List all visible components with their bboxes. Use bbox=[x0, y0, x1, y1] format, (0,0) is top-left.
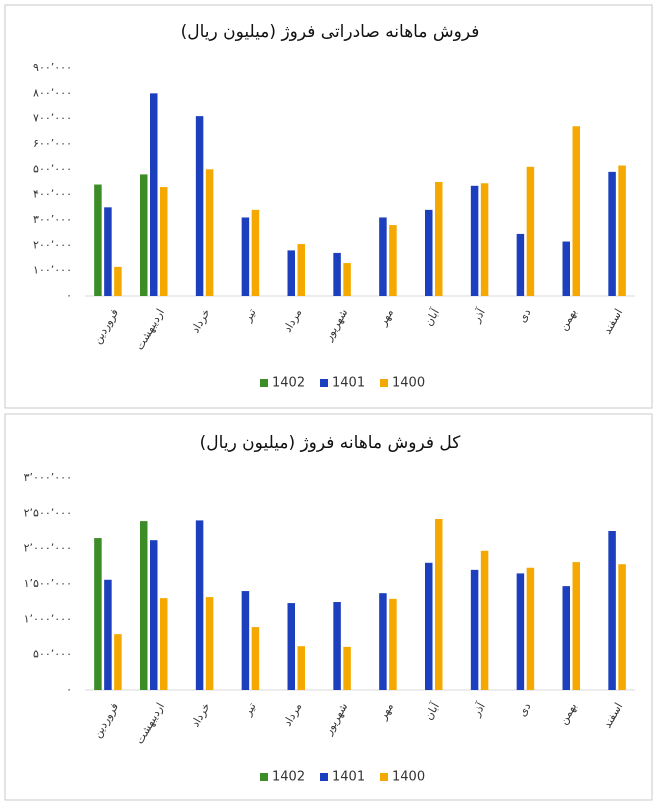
bar bbox=[389, 598, 397, 690]
y-tick-label: ۰ bbox=[66, 683, 72, 696]
x-tick-label: دی bbox=[516, 700, 534, 718]
x-tick-label: تیر bbox=[241, 307, 259, 325]
y-tick-label: ۲٬۰۰۰٬۰۰۰ bbox=[24, 542, 72, 555]
bar bbox=[140, 521, 148, 690]
bar bbox=[379, 593, 387, 690]
y-tick-label: ۷۰۰٬۰۰۰ bbox=[33, 112, 72, 125]
legend-swatch bbox=[320, 773, 328, 781]
bar bbox=[114, 266, 122, 296]
legend-label: 1401 bbox=[332, 376, 365, 391]
bar bbox=[94, 538, 102, 690]
chart-frame bbox=[4, 413, 653, 801]
y-tick-label: ۹۰۰٬۰۰۰ bbox=[33, 61, 72, 74]
bar bbox=[104, 579, 112, 690]
bar bbox=[251, 627, 260, 690]
legend-label: 1401 bbox=[332, 770, 365, 785]
bar bbox=[195, 520, 204, 690]
legend-swatch bbox=[260, 379, 268, 387]
bar bbox=[205, 169, 214, 296]
bar bbox=[516, 573, 525, 690]
legend-swatch bbox=[260, 773, 268, 781]
bar bbox=[333, 602, 341, 690]
y-tick-label: ۱٬۵۰۰٬۰۰۰ bbox=[24, 577, 72, 590]
bar bbox=[608, 171, 616, 296]
bar bbox=[94, 184, 102, 296]
chart-title: کل فروش ماهانه فروژ (میلیون ریال) bbox=[200, 433, 462, 453]
chart-title: فروش ماهانه صادراتی فروژ (میلیون ریال) bbox=[181, 22, 480, 42]
y-tick-label: ۱٬۰۰۰٬۰۰۰ bbox=[24, 612, 72, 625]
bar bbox=[251, 209, 260, 296]
bar bbox=[608, 531, 616, 690]
legend-swatch bbox=[380, 773, 388, 781]
y-tick-label: ۶۰۰٬۰۰۰ bbox=[33, 137, 72, 150]
bar bbox=[435, 518, 443, 690]
legend-label: 1400 bbox=[392, 770, 425, 785]
bar bbox=[516, 233, 525, 296]
bar bbox=[562, 241, 570, 296]
chart-frame bbox=[4, 4, 653, 409]
bar bbox=[343, 263, 351, 296]
bar bbox=[425, 562, 433, 690]
bar bbox=[150, 93, 158, 296]
y-tick-label: ۵۰۰٬۰۰۰ bbox=[33, 162, 72, 175]
bar bbox=[297, 244, 305, 296]
bar bbox=[618, 165, 626, 296]
bar bbox=[160, 598, 168, 690]
legend-label: 1400 bbox=[392, 376, 425, 391]
legend-swatch bbox=[380, 379, 388, 387]
y-tick-label: ۳۰۰٬۰۰۰ bbox=[33, 213, 72, 226]
bar bbox=[480, 550, 489, 690]
bar bbox=[333, 252, 341, 296]
y-tick-label: ۸۰۰٬۰۰۰ bbox=[33, 86, 72, 99]
bar bbox=[526, 166, 535, 296]
bar bbox=[389, 225, 397, 296]
bar bbox=[241, 217, 250, 296]
x-tick-label: تیر bbox=[241, 701, 259, 719]
bar bbox=[572, 562, 580, 690]
bar bbox=[572, 126, 580, 297]
legend-label: 1402 bbox=[272, 770, 305, 785]
y-tick-label: ۵۰۰٬۰۰۰ bbox=[33, 648, 72, 661]
bar bbox=[241, 591, 250, 690]
bar bbox=[104, 207, 112, 296]
bar bbox=[297, 646, 305, 690]
bar bbox=[618, 564, 626, 690]
bar bbox=[526, 567, 535, 690]
bar bbox=[343, 646, 351, 690]
bar bbox=[470, 569, 479, 690]
y-tick-label: ۳٬۰۰۰٬۰۰۰ bbox=[24, 471, 72, 484]
bar bbox=[379, 217, 387, 296]
x-tick-label: دی bbox=[516, 306, 534, 324]
bar bbox=[562, 586, 570, 690]
y-tick-label: ۲٬۵۰۰٬۰۰۰ bbox=[24, 506, 72, 519]
legend-swatch bbox=[320, 379, 328, 387]
bar bbox=[287, 603, 295, 690]
bar bbox=[470, 185, 479, 296]
bar bbox=[205, 597, 214, 690]
bar bbox=[160, 187, 168, 296]
bar bbox=[150, 540, 158, 690]
y-tick-label: ۱۰۰٬۰۰۰ bbox=[33, 264, 72, 277]
bar bbox=[114, 634, 122, 690]
bar bbox=[287, 250, 295, 296]
y-tick-label: ۲۰۰٬۰۰۰ bbox=[33, 238, 72, 251]
bar bbox=[480, 183, 489, 296]
legend-label: 1402 bbox=[272, 376, 305, 391]
bar bbox=[435, 182, 443, 296]
y-tick-label: ۰ bbox=[66, 289, 72, 302]
y-tick-label: ۴۰۰٬۰۰۰ bbox=[33, 188, 72, 201]
bar bbox=[195, 116, 204, 296]
bar bbox=[425, 209, 433, 296]
bar bbox=[140, 174, 148, 296]
